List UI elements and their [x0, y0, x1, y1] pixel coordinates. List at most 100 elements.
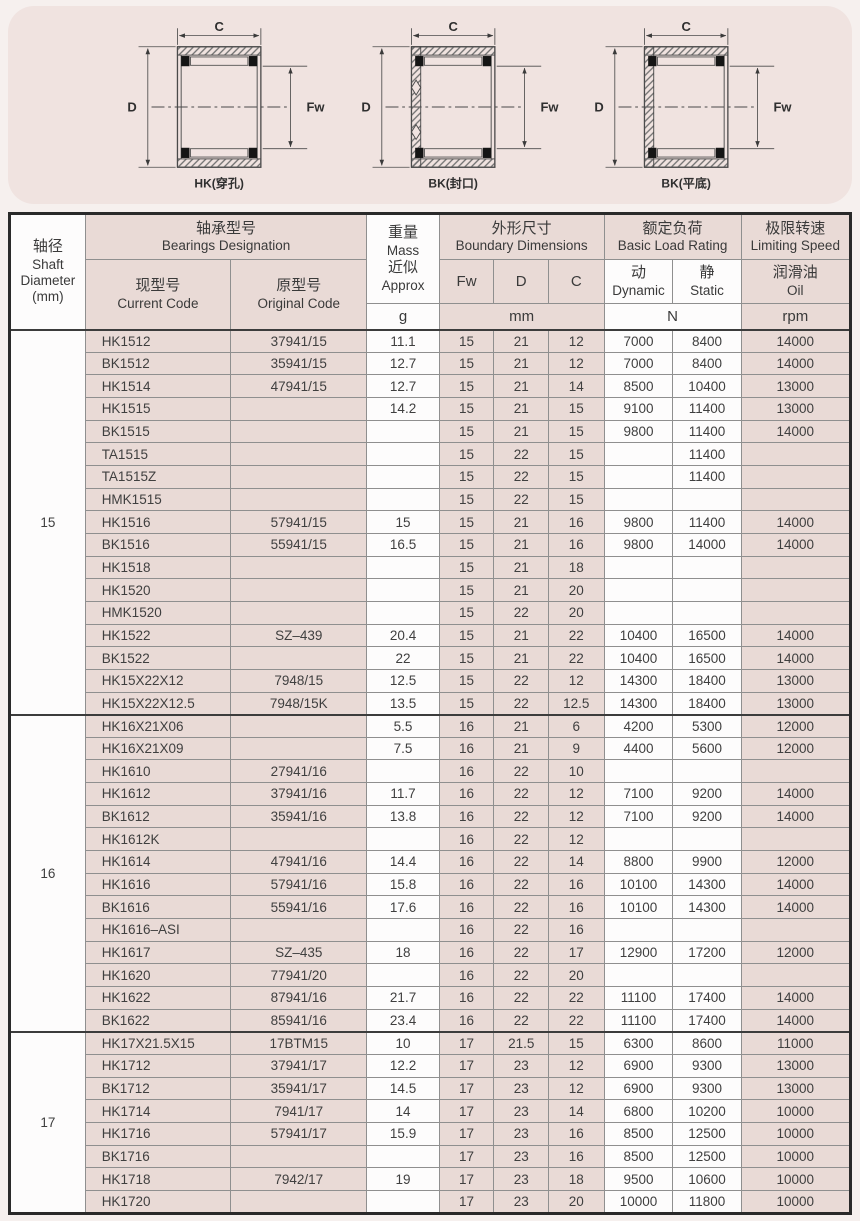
- cell-d: 22: [493, 759, 550, 784]
- cell-dynamic-load: 7100: [603, 804, 674, 829]
- header-oil-en: Oil: [787, 282, 804, 298]
- cell-c: 9: [548, 736, 605, 761]
- cell-c: 14: [548, 374, 605, 398]
- table-row: HK15X22X12.5 7948/15K 13.5 15 22 12.5 14300 184…: [10, 691, 852, 716]
- bearing-diagrams-panel: C D Fw HK(穿孔) C D Fw BK(封口) C D Fw BK(平底): [8, 6, 852, 204]
- cell-static-load: [672, 578, 742, 602]
- cell-oil-speed: 14000: [740, 646, 852, 670]
- table-row: HK1516 57941/15 15 15 21 16 9800 11400 14000: [10, 510, 852, 534]
- cell-oil-speed: 12000: [740, 850, 852, 874]
- cell-dynamic-load: 10000: [603, 1189, 674, 1215]
- dimension-label-fw: Fw: [774, 100, 793, 115]
- header-load-zh: 额定负荷: [642, 219, 703, 237]
- cell-c: 22: [548, 1008, 605, 1033]
- cell-c: 22: [548, 986, 605, 1010]
- cell-d: 21: [493, 736, 550, 761]
- cell-static-load: 17200: [672, 940, 742, 965]
- cell-oil-speed: [740, 578, 852, 602]
- header-mass-zh: 重量: [388, 224, 419, 242]
- table-row: HK15X22X12 7948/15 12.5 15 22 12 14300 18400 130…: [10, 668, 852, 693]
- cell-current-code: BK1712: [84, 1076, 232, 1101]
- cell-fw: 15: [438, 532, 495, 557]
- cell-c: 20: [548, 1189, 605, 1215]
- cell-dynamic-load: 11100: [603, 986, 674, 1010]
- table-row: BK1716 17 23 16 8500 12500 10000: [10, 1144, 852, 1169]
- cell-current-code: HK1617: [84, 940, 232, 965]
- cell-shaft-diameter: 17: [9, 1030, 86, 1214]
- cell-current-code: HK1620: [84, 963, 232, 988]
- cell-original-code: 37941/16: [230, 782, 368, 806]
- cell-mass: 15.9: [366, 1121, 440, 1146]
- cell-d: 22: [493, 986, 550, 1010]
- cell-dynamic-load: [603, 464, 674, 489]
- cell-static-load: 11400: [672, 464, 742, 489]
- cell-c: 14: [548, 850, 605, 874]
- cell-fw: 15: [438, 396, 495, 421]
- header-static: 静 Static: [672, 259, 742, 304]
- cell-d: 22: [493, 487, 550, 512]
- cell-oil-speed: 12000: [740, 940, 852, 965]
- cell-fw: 17: [438, 1054, 495, 1078]
- cell-d: 23: [493, 1144, 550, 1169]
- cell-mass: 15.8: [366, 872, 440, 897]
- table-row: BK1516 55941/15 16.5 15 21 16 9800 14000 14000: [10, 532, 852, 557]
- cell-dynamic-load: 9800: [603, 419, 674, 444]
- cell-d: 22: [493, 782, 550, 806]
- cell-mass: [366, 487, 440, 512]
- table-row: HK1616 57941/16 15.8 16 22 16 10100 14300 14000: [10, 872, 852, 897]
- cell-oil-speed: [740, 918, 852, 942]
- cell-c: 18: [548, 555, 605, 580]
- cell-current-code: BK1515: [84, 419, 232, 444]
- cell-d: 21.5: [493, 1030, 550, 1055]
- table-row: HMK1520 15 22 20: [10, 600, 852, 625]
- cell-mass: 14.4: [366, 850, 440, 874]
- unit-newton: N: [603, 303, 742, 330]
- cell-d: 22: [493, 804, 550, 829]
- cell-oil-speed: 10000: [740, 1189, 852, 1215]
- cell-original-code: [230, 419, 368, 444]
- header-dynamic: 动 Dynamic: [603, 259, 674, 304]
- cell-static-load: [672, 918, 742, 942]
- cell-static-load: 9300: [672, 1054, 742, 1078]
- cell-original-code: 7941/17: [230, 1099, 368, 1123]
- cell-c: 16: [548, 1144, 605, 1169]
- table-row: HK1622 87941/16 21.7 16 22 22 11100 17400 14000: [10, 986, 852, 1010]
- cell-current-code: HK1614: [84, 850, 232, 874]
- table-row: BK1522 22 15 21 22 10400 16500 14000: [10, 646, 852, 670]
- cell-fw: 16: [438, 713, 495, 738]
- dimension-label-c: C: [448, 19, 458, 34]
- cell-c: 16: [548, 918, 605, 942]
- cell-oil-speed: 13000: [740, 691, 852, 716]
- cell-original-code: [230, 578, 368, 602]
- header-row-groups: 轴径 Shaft Diameter (mm) 轴承型号 Bearings Des…: [9, 213, 852, 330]
- cell-original-code: 17BTM15: [230, 1030, 368, 1055]
- cell-mass: [366, 918, 440, 942]
- cell-original-code: [230, 646, 368, 670]
- cell-static-load: 9300: [672, 1076, 742, 1101]
- header-d-label: D: [515, 272, 527, 290]
- cell-dynamic-load: 8800: [603, 850, 674, 874]
- table-row: HK1610 27941/16 16 22 10: [10, 759, 852, 784]
- cell-fw: 15: [438, 442, 495, 466]
- header-original-en: Original Code: [257, 295, 341, 311]
- header-bearings-designation: 轴承型号 Bearings Designation: [84, 213, 368, 260]
- cell-static-load: 12500: [672, 1144, 742, 1169]
- header-row-units: g mm N rpm: [10, 303, 852, 330]
- cell-fw: 15: [438, 555, 495, 580]
- cell-current-code: HK1622: [84, 986, 232, 1010]
- cell-current-code: HMK1520: [84, 600, 232, 625]
- diagram-caption: BK(封口): [428, 176, 477, 191]
- cell-oil-speed: 12000: [740, 736, 852, 761]
- cell-fw: 17: [438, 1121, 495, 1146]
- header-speed-zh: 极限转速: [765, 219, 826, 237]
- cell-mass: 5.5: [366, 713, 440, 738]
- cell-current-code: HK16X21X09: [84, 736, 232, 761]
- cell-mass: [366, 464, 440, 489]
- cell-current-code: BK1522: [84, 646, 232, 670]
- cell-dynamic-load: 7100: [603, 782, 674, 806]
- cell-d: 21: [493, 578, 550, 602]
- cell-current-code: HK1515: [84, 396, 232, 421]
- cell-static-load: [672, 963, 742, 988]
- table-row: HK1614 47941/16 14.4 16 22 14 8800 9900 12000: [10, 850, 852, 874]
